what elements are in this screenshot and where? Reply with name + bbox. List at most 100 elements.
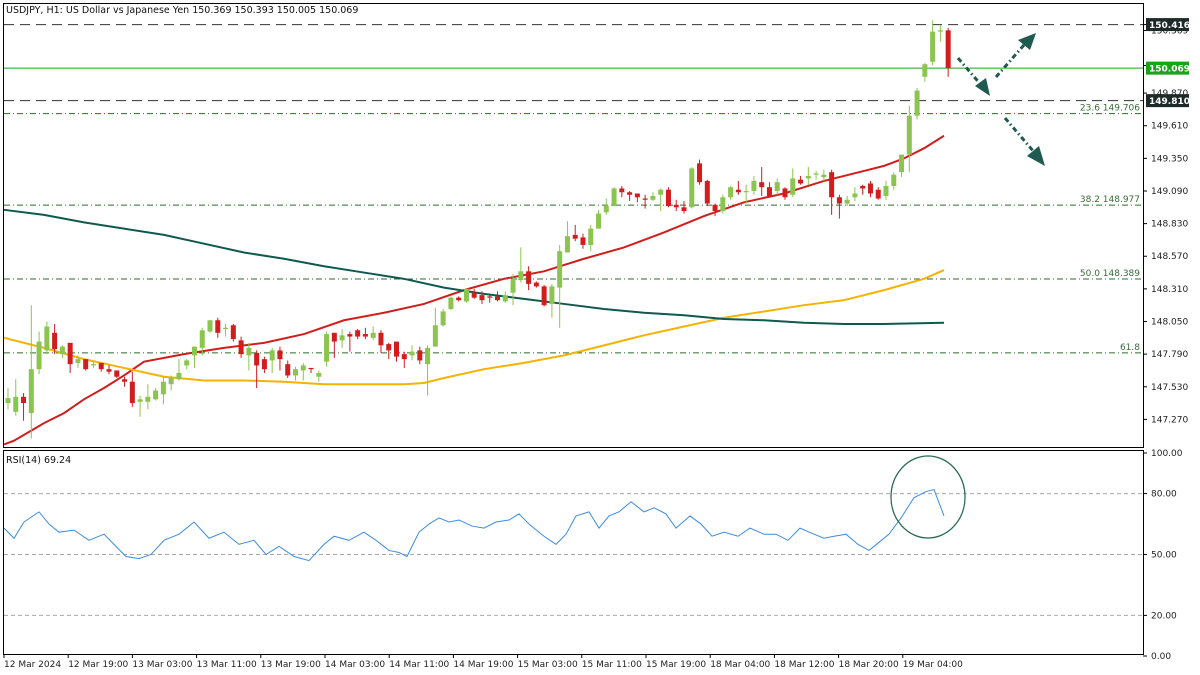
- candle: [930, 20, 936, 66]
- candle: [114, 370, 120, 378]
- candle-body: [432, 325, 438, 347]
- time-tick-8: 15 Mar 03:00: [518, 660, 578, 670]
- candle: [922, 62, 928, 82]
- candle: [36, 331, 42, 375]
- candle-body: [844, 199, 850, 204]
- price-tick-9: 148.310: [1151, 285, 1188, 295]
- price-tick-7: 148.830: [1151, 220, 1188, 230]
- candle-body: [813, 173, 819, 175]
- time-tick-3: 13 Mar 11:00: [197, 660, 257, 670]
- candle-body: [766, 187, 772, 197]
- rsi-panel[interactable]: [3, 450, 1144, 655]
- candle-body: [930, 31, 936, 62]
- candle: [891, 172, 897, 190]
- candle-body: [362, 334, 368, 337]
- candle: [176, 359, 182, 381]
- price-tag-bg-1: [1146, 61, 1189, 75]
- price-panel[interactable]: [3, 3, 1144, 448]
- candle: [603, 198, 609, 215]
- candle-body: [510, 280, 516, 293]
- candle: [432, 307, 438, 347]
- candle: [798, 175, 804, 185]
- candle-body: [487, 296, 493, 298]
- candle-body: [673, 204, 679, 208]
- price-axis: 150.416150.369150.090149.870149.610149.3…: [1143, 21, 1188, 425]
- candle: [308, 367, 314, 373]
- candle: [215, 317, 221, 338]
- candle: [191, 346, 197, 368]
- candle: [269, 347, 275, 373]
- candle: [347, 331, 353, 352]
- candle-body: [479, 295, 485, 301]
- candle-body: [106, 369, 112, 372]
- candle-body: [549, 286, 555, 304]
- candle: [813, 170, 819, 180]
- candle: [836, 194, 842, 219]
- candle-body: [495, 296, 501, 301]
- price-levels: 23.6 149.706 38.2 148.977 50.0 148.389 61.8: [4, 24, 1143, 354]
- candle-body: [634, 193, 640, 198]
- fib-label-3: 23.6 149.706: [1080, 104, 1140, 114]
- candle: [821, 169, 827, 181]
- candle-body: [774, 182, 780, 191]
- rsi-tick-1: 80.00: [1151, 490, 1177, 500]
- price-tag-bg-2: [1146, 94, 1189, 108]
- candle: [207, 320, 213, 333]
- candle: [518, 247, 524, 283]
- candle-body: [417, 350, 423, 361]
- candle-body: [191, 346, 197, 356]
- candle-body: [650, 196, 656, 200]
- candle-body: [526, 271, 532, 284]
- time-tick-11: 18 Mar 04:00: [710, 660, 770, 670]
- candle-body: [875, 189, 881, 199]
- level-tags: 150.416 150.069 149.810: [1146, 18, 1190, 108]
- candle: [160, 376, 166, 405]
- candle: [316, 370, 322, 382]
- candle-body: [557, 251, 563, 288]
- candle-body: [805, 175, 811, 179]
- candle: [720, 194, 726, 214]
- candle-body: [829, 172, 835, 198]
- candle-body: [59, 346, 65, 355]
- candle-body: [798, 179, 804, 184]
- candle-body: [324, 334, 330, 362]
- price-tick-13: 147.270: [1151, 415, 1188, 425]
- candle-body: [891, 174, 897, 186]
- candle: [487, 295, 493, 303]
- candle-body: [440, 311, 446, 326]
- candle: [580, 233, 586, 249]
- candle: [557, 244, 563, 328]
- candle-body: [370, 332, 376, 338]
- candle: [292, 366, 298, 381]
- candle-body: [906, 115, 912, 155]
- rsi-label: RSI(14) 69.24: [6, 455, 71, 466]
- candle: [541, 285, 547, 307]
- candle-body: [21, 396, 27, 404]
- price-tag-2: 149.810: [1149, 97, 1190, 107]
- candle: [867, 180, 873, 198]
- candle: [362, 327, 368, 340]
- time-tick-1: 12 Mar 19:00: [68, 660, 128, 670]
- candle-body: [277, 350, 283, 360]
- candle-body: [681, 207, 687, 212]
- candle: [673, 199, 679, 212]
- candle: [906, 105, 912, 173]
- candle: [502, 291, 508, 303]
- candle: [168, 375, 174, 391]
- candle-body: [98, 362, 104, 370]
- candle-body: [627, 192, 633, 195]
- candle-body: [735, 189, 741, 193]
- candle: [324, 331, 330, 367]
- candle: [355, 329, 361, 340]
- candle: [829, 169, 835, 215]
- time-tick-2: 13 Mar 03:00: [132, 660, 192, 670]
- candle: [59, 345, 65, 358]
- candle-body: [619, 188, 625, 193]
- candle-body: [347, 334, 353, 337]
- price-tick-1: 150.369: [1151, 26, 1188, 36]
- candle-body: [564, 236, 570, 253]
- candle-body: [285, 364, 291, 376]
- candle: [735, 180, 741, 195]
- candle-body: [611, 188, 617, 207]
